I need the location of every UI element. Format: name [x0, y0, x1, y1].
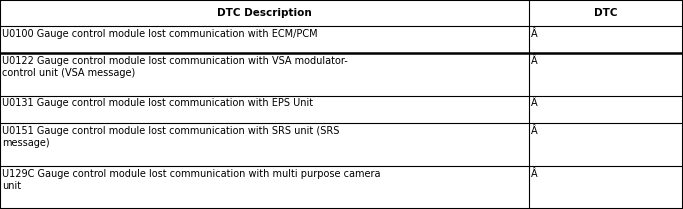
- Text: Â: Â: [531, 169, 538, 179]
- Text: Â: Â: [531, 98, 538, 108]
- Text: Â: Â: [531, 29, 538, 38]
- Text: U0122 Gauge control module lost communication with VSA modulator-
control unit (: U0122 Gauge control module lost communic…: [2, 56, 348, 78]
- Text: Â: Â: [531, 126, 538, 136]
- Text: DTC: DTC: [594, 8, 618, 18]
- Text: Â: Â: [531, 56, 538, 66]
- Text: U0100 Gauge control module lost communication with ECM/PCM: U0100 Gauge control module lost communic…: [2, 29, 318, 38]
- Text: DTC Description: DTC Description: [217, 8, 312, 18]
- Text: U129C Gauge control module lost communication with multi purpose camera
unit: U129C Gauge control module lost communic…: [2, 169, 380, 191]
- Text: U0131 Gauge control module lost communication with EPS Unit: U0131 Gauge control module lost communic…: [2, 98, 313, 108]
- Text: U0151 Gauge control module lost communication with SRS unit (SRS
message): U0151 Gauge control module lost communic…: [2, 126, 339, 148]
